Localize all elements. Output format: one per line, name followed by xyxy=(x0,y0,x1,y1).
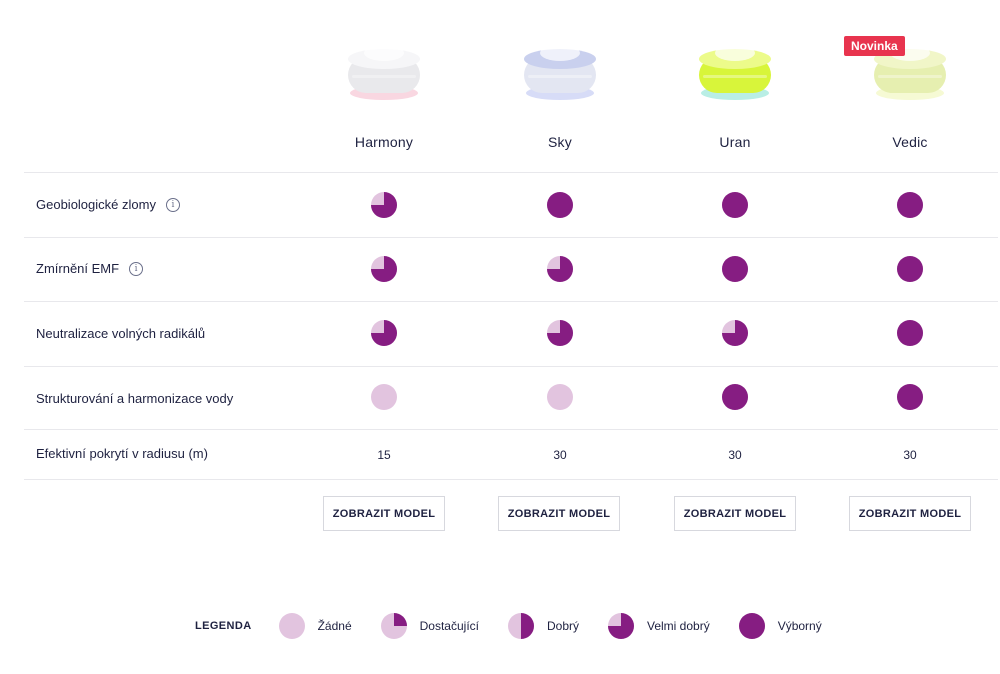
row-label-text: Geobiologické zlomy xyxy=(36,197,156,212)
row-label-text: Zmírnění EMF xyxy=(36,261,120,276)
rating-icon xyxy=(547,384,573,410)
coverage-value: 15 xyxy=(377,448,391,462)
legend-title: LEGENDA xyxy=(195,620,252,632)
rating-icon xyxy=(371,384,397,410)
legend-rating-icon xyxy=(738,613,765,639)
product-name[interactable]: Vedic xyxy=(892,134,928,150)
product-image[interactable] xyxy=(685,30,785,110)
row-label: Neutralizace volných radikálů xyxy=(36,326,205,341)
legend-item: Žádné xyxy=(278,612,352,640)
view-model-button-harmony[interactable]: ZOBRAZIT MODEL xyxy=(323,496,445,531)
info-icon[interactable]: i xyxy=(165,197,180,212)
table-row: Zmírnění EMF i xyxy=(24,237,998,302)
rating-icon xyxy=(371,192,397,218)
rating-icon xyxy=(897,192,923,218)
product-name[interactable]: Harmony xyxy=(354,134,414,150)
rating-icon xyxy=(722,384,748,410)
rating-icon xyxy=(897,384,923,410)
product-image[interactable] xyxy=(334,30,434,110)
product-vedic-image xyxy=(874,45,946,100)
row-label: Efektivní pokrytí v radiusu (m) xyxy=(36,446,208,461)
legend-rating-icon xyxy=(608,613,634,639)
view-model-button-vedic[interactable]: ZOBRAZIT MODEL xyxy=(849,496,971,531)
legend-rating-icon xyxy=(507,613,534,639)
product-sky-image xyxy=(524,45,596,100)
legend-label: Výborný xyxy=(777,619,822,633)
legend-label: Velmi dobrý xyxy=(647,619,710,633)
rating-icon xyxy=(547,320,573,346)
legend-item: Velmi dobrý xyxy=(607,612,710,640)
product-image[interactable] xyxy=(860,30,960,110)
new-badge: Novinka xyxy=(844,36,905,56)
table-row: Neutralizace volných radikálů xyxy=(24,301,998,367)
product-uran-image xyxy=(699,45,771,100)
rating-icon xyxy=(722,320,748,346)
table-row: Strukturování a harmonizace vody xyxy=(24,366,998,430)
rating-icon xyxy=(722,192,748,218)
legend-label: Žádné xyxy=(317,619,352,633)
legend-label: Dostačující xyxy=(419,619,479,633)
product-harmony[interactable]: Harmony xyxy=(314,30,454,150)
row-label-text: Efektivní pokrytí v radiusu (m) xyxy=(36,446,208,461)
rating-icon xyxy=(722,256,748,282)
rating-icon xyxy=(897,320,923,346)
product-name[interactable]: Uran xyxy=(719,134,751,150)
legend-item: Dobrý xyxy=(507,612,579,640)
legend-item: Výborný xyxy=(738,612,822,640)
legend: LEGENDA Žádné Dostačující Dobrý Velmi do… xyxy=(195,610,850,642)
product-vedic[interactable]: Vedic xyxy=(840,30,980,150)
table-bottom-divider xyxy=(24,479,998,480)
rating-icon xyxy=(371,320,397,346)
product-sky[interactable]: Sky xyxy=(490,30,630,150)
row-label-text: Strukturování a harmonizace vody xyxy=(36,391,234,406)
row-label: Zmírnění EMF i xyxy=(36,261,144,276)
coverage-value: 30 xyxy=(728,448,742,462)
product-image[interactable] xyxy=(510,30,610,110)
legend-item: Dostačující xyxy=(380,612,479,640)
product-uran[interactable]: Uran xyxy=(665,30,805,150)
legend-rating-icon xyxy=(278,613,305,639)
rating-icon xyxy=(371,256,397,282)
view-model-button-uran[interactable]: ZOBRAZIT MODEL xyxy=(674,496,796,531)
row-label: Geobiologické zlomy i xyxy=(36,197,180,212)
legend-rating-icon xyxy=(380,613,407,639)
table-row: Geobiologické zlomy i xyxy=(24,172,998,237)
coverage-value: 30 xyxy=(903,448,917,462)
view-model-button-sky[interactable]: ZOBRAZIT MODEL xyxy=(498,496,620,531)
rating-icon xyxy=(547,192,573,218)
product-name[interactable]: Sky xyxy=(548,134,572,150)
row-label: Strukturování a harmonizace vody xyxy=(36,391,233,406)
product-harmony-image xyxy=(348,45,420,100)
rating-icon xyxy=(547,256,573,282)
legend-label: Dobrý xyxy=(546,619,579,633)
rating-icon xyxy=(897,256,923,282)
table-row-coverage: Efektivní pokrytí v radiusu (m) 15 30 30… xyxy=(24,429,998,480)
row-label-text: Neutralizace volných radikálů xyxy=(36,326,206,341)
coverage-value: 30 xyxy=(553,448,567,462)
info-icon[interactable]: i xyxy=(129,261,144,276)
